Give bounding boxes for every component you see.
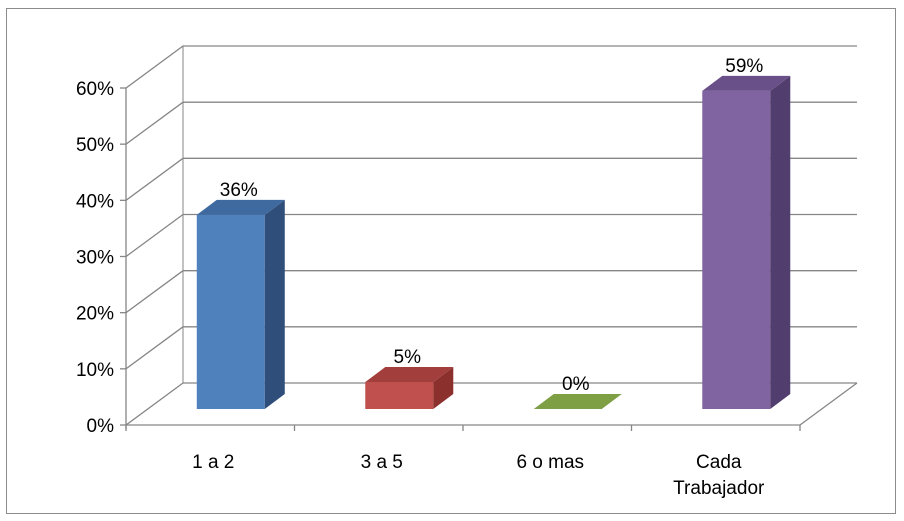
y-tick-label: 20% (76, 304, 114, 325)
x-category-label: 1 a 2 (192, 452, 234, 473)
label-layer: 36% 1 a 2 5% 3 a 5 0% 6 o mas 59% Cada Trabajado… (192, 56, 765, 499)
bar-top (196, 199, 285, 215)
bar-front (365, 382, 434, 409)
bar-side (264, 199, 285, 409)
y-tick-label: 40% (76, 191, 114, 212)
bar-top (702, 75, 791, 91)
bar-4 (702, 75, 791, 409)
bar-3 (533, 394, 622, 409)
bar-front (702, 90, 771, 409)
data-label: 5% (394, 347, 422, 368)
axis-layer: 0% 10% 20% 30% 40% 50% 60% (76, 79, 801, 437)
y-tick-label: 0% (87, 416, 115, 437)
x-category-label: 3 a 5 (361, 452, 403, 473)
y-tick-label: 30% (76, 248, 114, 269)
bar-front (196, 214, 265, 409)
data-label: 59% (725, 56, 763, 77)
bar-1 (196, 199, 285, 409)
x-category-label: 6 o mas (516, 452, 584, 473)
bar-top (365, 367, 454, 383)
data-label: 0% (562, 374, 590, 395)
y-tick-label: 10% (76, 360, 114, 381)
bar-layer (196, 75, 791, 409)
data-label: 36% (220, 180, 258, 201)
bar-side (433, 367, 454, 409)
bar-2 (365, 367, 454, 409)
y-tick-label: 60% (76, 79, 114, 100)
x-category-label: Cada Trabajador (673, 452, 765, 499)
bar-side (770, 75, 791, 409)
y-tick-label: 50% (76, 135, 114, 156)
bar-top (533, 394, 622, 409)
